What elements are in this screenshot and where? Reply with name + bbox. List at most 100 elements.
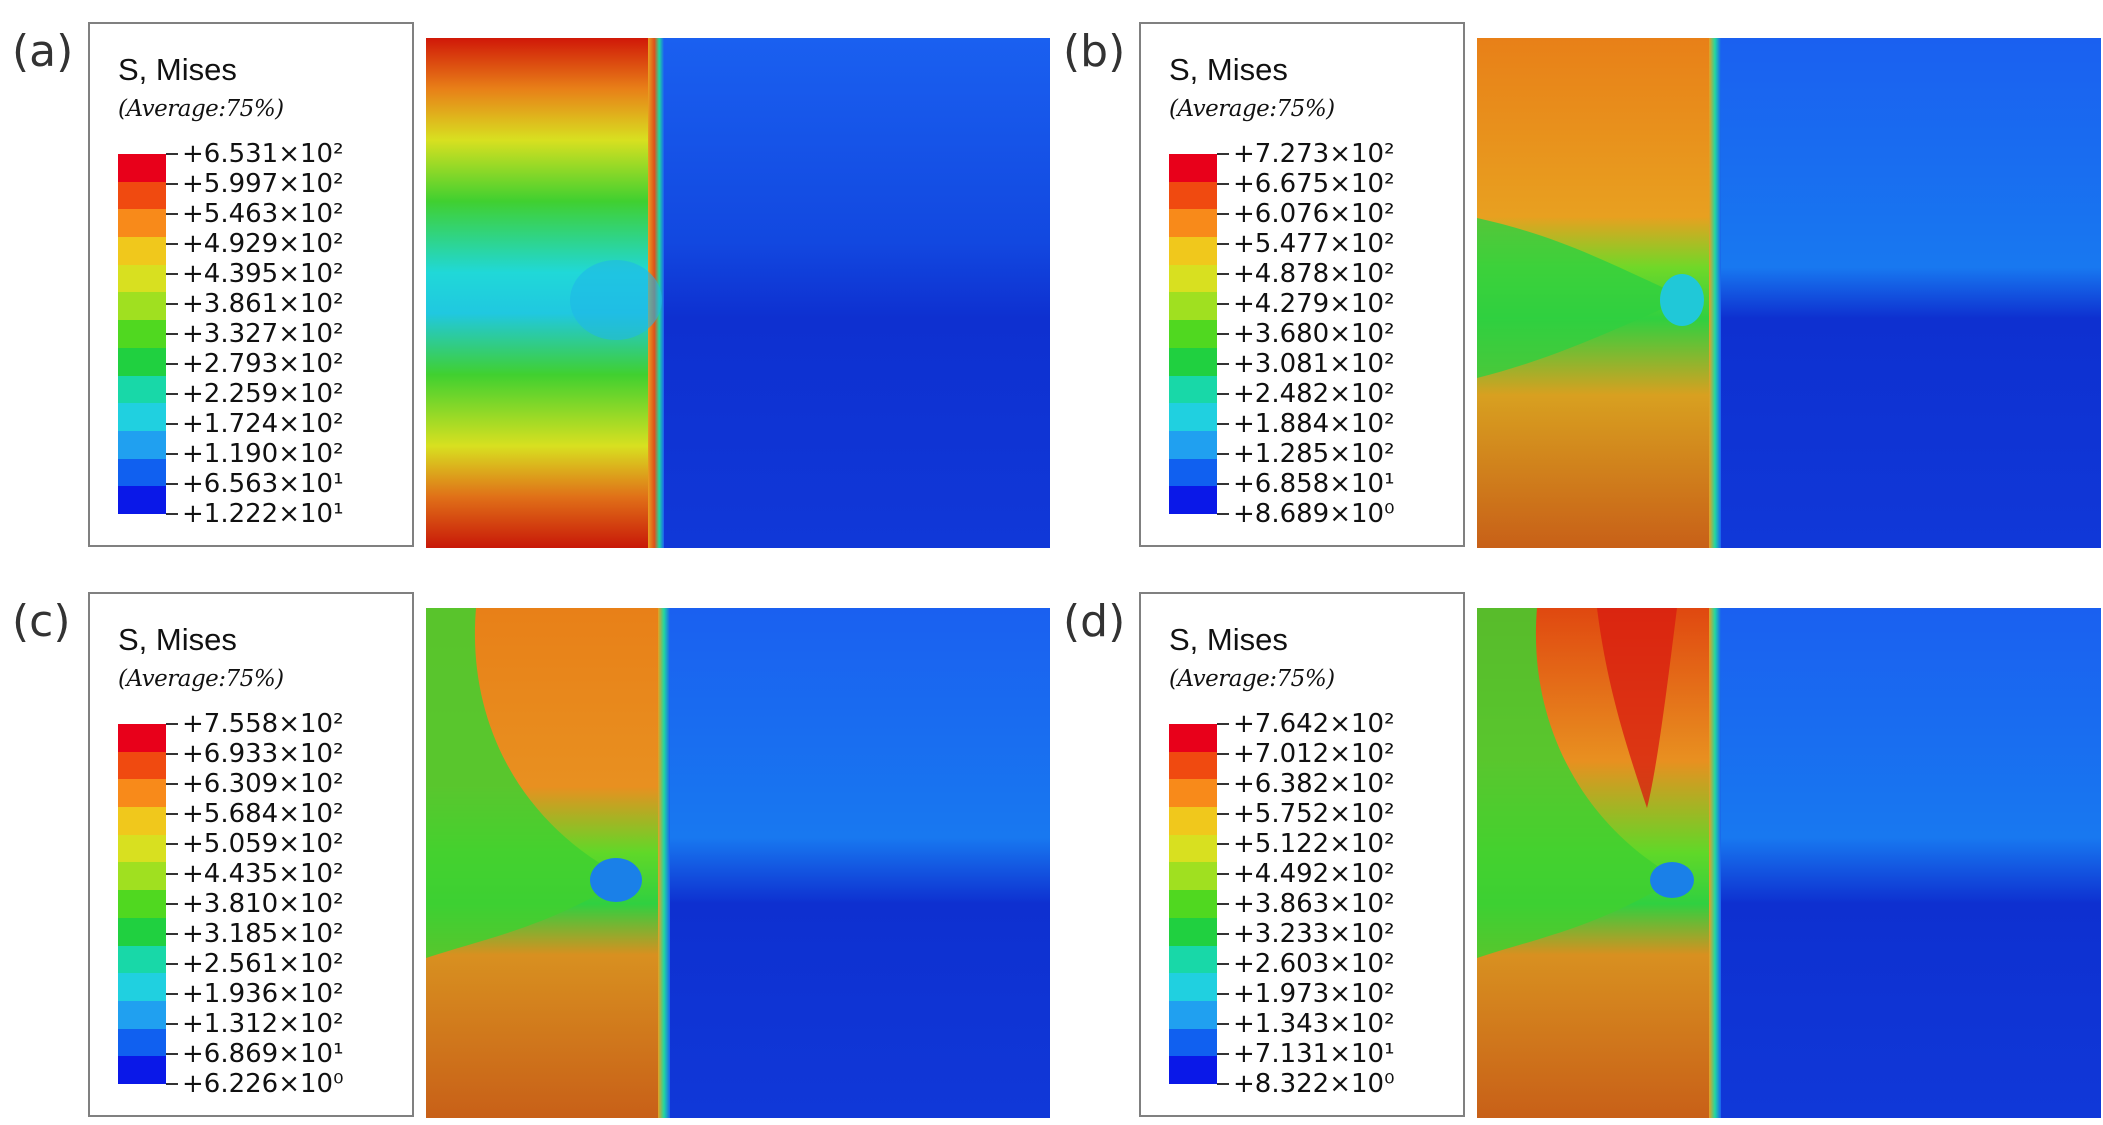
colorbar-swatch <box>1169 403 1217 431</box>
colorbar-swatch <box>1169 834 1217 863</box>
colorbar-tick <box>1217 273 1229 275</box>
colorbar-tick <box>166 273 178 275</box>
colorbar-swatch <box>118 430 166 459</box>
colorbar-tick-label: +2.259×10² <box>182 379 344 409</box>
colorbar-tick <box>166 303 178 305</box>
panel-label: (d) <box>1063 596 1126 647</box>
colorbar-tick-label: +5.752×10² <box>1233 799 1395 829</box>
colorbar-tick-label: +2.603×10² <box>1233 949 1395 979</box>
colorbar-tick-label: +5.059×10² <box>182 829 344 859</box>
colorbar-tick <box>1217 993 1229 995</box>
colorbar-tick-label: +3.185×10² <box>182 919 344 949</box>
colorbar-swatch <box>118 458 166 487</box>
colorbar-tick-label: +5.122×10² <box>1233 829 1395 859</box>
colorbar-tick <box>166 153 178 155</box>
colorbar-tick-label: +6.563×10¹ <box>182 469 344 499</box>
colorbar-swatch <box>1169 154 1217 182</box>
colorbar-tick <box>1217 213 1229 215</box>
colorbar-swatch <box>1169 458 1217 487</box>
colorbar-tick <box>166 513 178 515</box>
panel-d: (d) S, Mises (Average:75%) +7.642×10² +7.… <box>1051 570 2103 1122</box>
colorbar-tick-label: +2.482×10² <box>1233 379 1395 409</box>
colorbar-swatch <box>118 807 166 835</box>
colorbar-tick <box>1217 1023 1229 1025</box>
colorbar-tick-label: +6.869×10¹ <box>182 1039 344 1069</box>
colorbar-tick <box>1217 363 1229 365</box>
colorbar-tick-label: +3.680×10² <box>1233 319 1395 349</box>
colorbar-tick <box>1217 933 1229 935</box>
colorbar-tick-label: +3.327×10² <box>182 319 344 349</box>
colorbar <box>118 724 166 1084</box>
colorbar-swatch <box>118 375 166 404</box>
colorbar-tick-label: +6.933×10² <box>182 739 344 769</box>
panel-b: (b) S, Mises (Average:75%) +7.273×10² +6.… <box>1051 0 2103 552</box>
colorbar-tick-label: +7.558×10² <box>182 709 344 739</box>
colorbar-tick <box>166 873 178 875</box>
colorbar-swatch <box>118 403 166 431</box>
colorbar-swatch <box>118 1028 166 1057</box>
colorbar-swatch <box>1169 890 1217 918</box>
colorbar-tick <box>1217 753 1229 755</box>
colorbar-tick <box>166 1023 178 1025</box>
legend-subtitle: (Average:75%) <box>1169 96 1335 122</box>
colorbar-swatch <box>118 917 166 946</box>
colorbar <box>1169 724 1217 1084</box>
colorbar-tick-label: +3.810×10² <box>182 889 344 919</box>
legend: S, Mises (Average:75%) +6.531×10² +5.997×… <box>88 22 414 547</box>
colorbar <box>118 154 166 514</box>
panel-label: (c) <box>12 596 71 647</box>
colorbar-tick <box>1217 873 1229 875</box>
colorbar-tick <box>166 963 178 965</box>
colorbar <box>1169 154 1217 514</box>
legend-title: S, Mises <box>1169 52 1288 87</box>
colorbar-tick-label: +4.435×10² <box>182 859 344 889</box>
colorbar-tick <box>166 813 178 815</box>
colorbar-swatch <box>118 154 166 182</box>
colorbar-tick-label: +4.878×10² <box>1233 259 1395 289</box>
colorbar-swatch <box>1169 237 1217 265</box>
colorbar-tick-label: +1.222×10¹ <box>182 499 344 529</box>
colorbar-tick <box>1217 723 1229 725</box>
colorbar-swatch <box>1169 862 1217 891</box>
colorbar-tick <box>166 843 178 845</box>
colorbar-swatch <box>118 724 166 752</box>
colorbar-tick-label: +5.477×10² <box>1233 229 1395 259</box>
colorbar-tick <box>166 453 178 455</box>
colorbar-tick-label: +1.190×10² <box>182 439 344 469</box>
colorbar-swatch <box>118 486 166 514</box>
colorbar-swatch <box>118 890 166 918</box>
colorbar-tick-label: +8.322×10⁰ <box>1233 1069 1395 1099</box>
colorbar-tick-label: +6.675×10² <box>1233 169 1395 199</box>
colorbar-tick <box>166 993 178 995</box>
colorbar-swatch <box>118 1056 166 1084</box>
colorbar-tick-label: +6.309×10² <box>182 769 344 799</box>
colorbar-tick <box>1217 783 1229 785</box>
legend-title: S, Mises <box>118 622 237 657</box>
colorbar-swatch <box>1169 264 1217 293</box>
colorbar-tick <box>166 333 178 335</box>
colorbar-tick <box>1217 1053 1229 1055</box>
colorbar-swatch <box>1169 1028 1217 1057</box>
colorbar-tick <box>1217 1083 1229 1085</box>
colorbar-swatch <box>118 209 166 238</box>
colorbar-swatch <box>1169 945 1217 974</box>
colorbar-tick <box>1217 393 1229 395</box>
colorbar-swatch <box>1169 430 1217 459</box>
colorbar-swatch <box>1169 292 1217 321</box>
panel-c: (c) S, Mises (Average:75%) +7.558×10² +6.… <box>0 570 1052 1122</box>
colorbar-tick <box>166 363 178 365</box>
colorbar-tick <box>166 213 178 215</box>
colorbar-swatch <box>1169 1056 1217 1084</box>
colorbar-swatch <box>118 945 166 974</box>
colorbar-tick-label: +6.531×10² <box>182 139 344 169</box>
colorbar-tick <box>1217 903 1229 905</box>
colorbar-tick <box>1217 453 1229 455</box>
colorbar-tick <box>166 1053 178 1055</box>
colorbar-tick <box>1217 813 1229 815</box>
colorbar-tick <box>166 753 178 755</box>
colorbar-swatch <box>1169 779 1217 808</box>
colorbar-swatch <box>1169 807 1217 835</box>
colorbar-tick <box>1217 423 1229 425</box>
legend: S, Mises (Average:75%) +7.642×10² +7.012×… <box>1139 592 1465 1117</box>
colorbar-tick <box>166 783 178 785</box>
